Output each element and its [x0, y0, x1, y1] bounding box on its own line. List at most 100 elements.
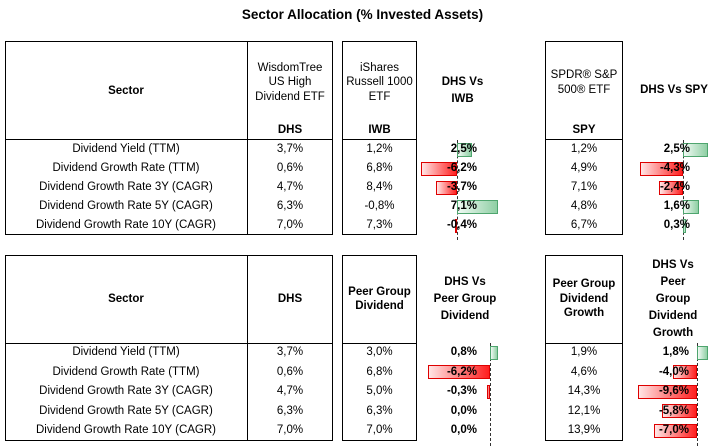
header-line: Growth	[652, 326, 694, 339]
header-line: Dividend	[440, 309, 490, 322]
row-label-cell: Dividend Growth Rate 3Y (CAGR)	[39, 181, 213, 193]
comparison-value: 0,0%	[450, 424, 477, 436]
positive-data-bar	[697, 345, 708, 360]
value-cell: 1,2%	[366, 143, 393, 155]
header-divider	[546, 342, 622, 344]
table1-dhs-vs-spy-header: DHS Vs SPY	[633, 41, 715, 140]
header-line: Group	[655, 292, 691, 305]
table1-dhs-values: 3,7% 0,6% 4,7% 6,3% 7,0%	[247, 140, 333, 235]
table2-peer-dividend-box	[342, 255, 417, 441]
header-line: iShares	[360, 61, 399, 74]
column-title: DHS	[247, 255, 333, 343]
row-label-cell: Dividend Growth Rate 5Y (CAGR)	[39, 200, 213, 212]
value-cell: 7,0%	[276, 219, 304, 231]
table1-dhs-vs-iwb-header: DHS Vs IWB	[420, 41, 505, 140]
comparison-cell: -3,7%	[420, 178, 505, 197]
negative-data-bar	[435, 180, 457, 195]
header-divider	[343, 342, 416, 344]
row-label-cell: Dividend Yield (TTM)	[72, 143, 180, 155]
table1-dhs-column-header: WisdomTree US High Dividend ETF DHS	[247, 41, 333, 140]
table2-peer-growth-header: Peer Group Dividend Growth	[545, 255, 623, 343]
column-divider	[246, 42, 248, 234]
value-cell: 6,8%	[366, 162, 393, 174]
table2-sector-dhs-box	[5, 255, 333, 441]
column-divider	[246, 256, 248, 440]
table1-spy-values: 1,2% 4,9% 7,1% 4,8% 6,7%	[545, 140, 623, 235]
value-cell: 13,9%	[567, 424, 601, 436]
comparison-cell: -9,6%	[633, 382, 713, 402]
value-cell: 5,0%	[366, 385, 393, 397]
etf-ticker: DHS	[277, 124, 303, 136]
value-cell: 3,7%	[276, 346, 304, 358]
comparison-value: -2,4%	[659, 181, 690, 193]
comparison-cell: 0,0%	[425, 402, 505, 422]
table2-sector-rows: Dividend Yield (TTM) Dividend Growth Rate…	[5, 343, 247, 441]
comparison-value: -3,7%	[446, 181, 477, 193]
negative-data-bar	[654, 423, 697, 438]
etf-ticker: SPY	[572, 124, 596, 136]
comparison-cell: 0,0%	[425, 421, 505, 441]
table1-dhs-vs-spy-bars: 2,5% -4,3% -2,4% 1,6% 0,3%	[633, 140, 715, 240]
row-label-cell: Dividend Growth Rate 5Y (CAGR)	[39, 404, 213, 417]
comparison-value: 0,3%	[663, 219, 690, 231]
header-line: DHS Vs	[652, 258, 694, 271]
header-line: IWB	[451, 92, 474, 105]
value-cell: 0,6%	[276, 162, 304, 174]
header-line: DHS	[277, 292, 303, 305]
negative-data-bar	[421, 161, 457, 176]
comparison-value: 0,8%	[450, 346, 477, 358]
positive-data-bar	[683, 199, 699, 214]
comparison-cell: 1,6%	[633, 197, 715, 216]
comparison-cell: -0,3%	[425, 382, 505, 402]
table1-sector-rows: Dividend Yield (TTM) Dividend Growth Rate…	[5, 140, 247, 235]
value-cell: 4,8%	[570, 200, 598, 212]
positive-data-bar	[490, 345, 498, 360]
table2-dhs-column-header: DHS	[247, 255, 333, 343]
row-label-cell: Dividend Growth Rate 10Y (CAGR)	[35, 219, 217, 231]
comparison-value: -6,2%	[446, 162, 477, 174]
comparison-value: -5,8%	[658, 404, 689, 417]
value-cell: 7,1%	[570, 181, 598, 193]
comparison-value: -6,2%	[446, 365, 477, 378]
negative-data-bar	[454, 218, 457, 233]
value-cell: 14,3%	[567, 385, 601, 397]
table2-peer-dividend-header: Peer Group Dividend	[342, 255, 417, 343]
row-label-cell: Dividend Growth Rate 10Y (CAGR)	[35, 424, 217, 436]
value-cell: 7,3%	[366, 219, 393, 231]
header-line: Dividend	[559, 292, 609, 305]
table2-dhs-vs-peer-growth-bars: 1,8% -4,0% -9,6% -5,8% -7,0%	[633, 343, 713, 446]
etf-ticker: IWB	[368, 124, 391, 136]
table2-sector-header: Sector	[5, 255, 247, 343]
value-cell: 4,7%	[276, 385, 304, 397]
comparison-value: 1,6%	[663, 200, 690, 212]
negative-data-bar	[661, 404, 697, 418]
etf-name: SPDR® S&P 500® ETF	[545, 41, 623, 124]
table2-dhs-values: 3,7% 0,6% 4,7% 6,3% 7,0%	[247, 343, 333, 441]
comparison-value: 0,0%	[450, 404, 477, 417]
value-cell: 0,6%	[276, 365, 304, 378]
comparison-cell: 2,5%	[633, 140, 715, 159]
value-cell: 3,0%	[366, 346, 393, 358]
header-divider	[546, 138, 622, 140]
row-label-cell: Dividend Growth Rate (TTM)	[52, 162, 200, 174]
header-line: WisdomTree	[257, 61, 323, 74]
positive-data-bar	[457, 199, 499, 214]
header-line: DHS Vs	[444, 275, 486, 288]
comparison-value: 2,5%	[663, 143, 690, 155]
comparison-value: -4,0%	[658, 365, 689, 378]
sector-header-label: Sector	[108, 293, 144, 305]
header-line: SPDR® S&P	[550, 69, 618, 81]
value-cell: 6,8%	[366, 365, 393, 378]
header-line: Growth	[563, 307, 605, 320]
comparison-value: 2,5%	[450, 143, 477, 155]
value-cell: 6,3%	[366, 404, 393, 417]
table1-iwb-box	[342, 41, 417, 235]
table1-iwb-values: 1,2% 6,8% 8,4% -0,8% 7,3%	[342, 140, 417, 235]
sector-header-label: Sector	[108, 84, 144, 97]
comparison-cell: -4,3%	[633, 159, 715, 178]
comparison-cell: 2,5%	[420, 140, 505, 159]
comparison-value: -0,3%	[446, 385, 477, 397]
table1-spy-box	[545, 41, 623, 235]
comparison-cell: -5,8%	[633, 402, 713, 422]
